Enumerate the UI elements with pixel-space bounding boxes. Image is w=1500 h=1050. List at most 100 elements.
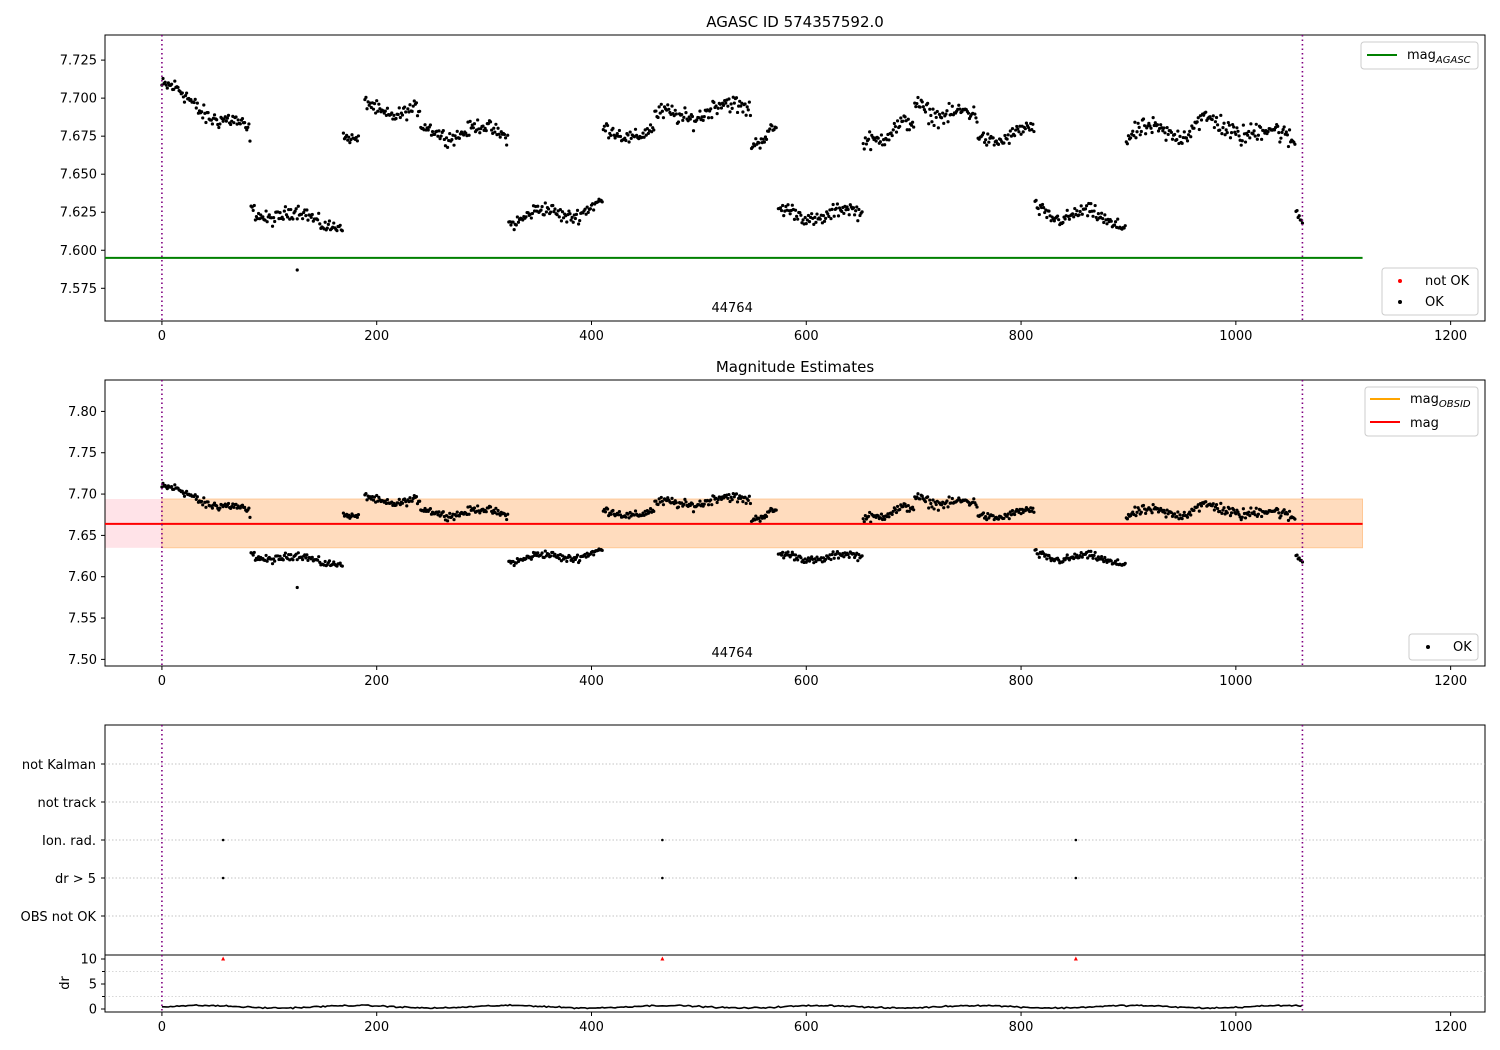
x-tick-label: 400 bbox=[579, 329, 604, 344]
y-tick-label: 7.700 bbox=[60, 92, 97, 107]
ok-point bbox=[1109, 559, 1113, 563]
ok-point bbox=[923, 500, 928, 504]
ok-point bbox=[305, 208, 309, 212]
ok-point bbox=[1204, 110, 1208, 114]
ok-point bbox=[721, 103, 726, 107]
ok-point bbox=[926, 101, 930, 105]
ok-point bbox=[173, 483, 177, 487]
ok-point bbox=[660, 109, 664, 113]
x-tick-label: 800 bbox=[1009, 329, 1034, 344]
ok-point bbox=[586, 210, 590, 214]
ok-point bbox=[972, 497, 976, 501]
ok-point bbox=[248, 515, 252, 520]
ok-point bbox=[404, 110, 408, 114]
ok-point bbox=[1047, 553, 1051, 558]
ok-point bbox=[1036, 552, 1040, 556]
ok-point bbox=[484, 510, 488, 514]
ok-point bbox=[891, 509, 895, 513]
ok-point bbox=[893, 507, 898, 512]
ok-point bbox=[265, 559, 269, 563]
ok-point bbox=[645, 127, 649, 131]
ok-point bbox=[183, 94, 188, 98]
ok-point bbox=[652, 509, 656, 513]
ok-point bbox=[346, 138, 350, 142]
ok-point bbox=[201, 116, 205, 120]
ok-point bbox=[289, 207, 293, 212]
ok-point bbox=[577, 222, 581, 226]
ok-point bbox=[764, 137, 769, 142]
ok-point bbox=[173, 79, 177, 83]
ok-point bbox=[763, 135, 768, 139]
ok-point bbox=[879, 133, 884, 137]
ok-point bbox=[511, 220, 515, 224]
ok-point bbox=[1021, 130, 1025, 134]
ok-point bbox=[1231, 123, 1235, 127]
panel4-x-axis: 0 200 400 600 800 1000 1200 bbox=[158, 1012, 1467, 1035]
ok-point bbox=[1253, 134, 1257, 138]
ok-point bbox=[729, 495, 733, 499]
ok-point bbox=[529, 216, 533, 220]
ok-point bbox=[369, 105, 373, 110]
ok-point bbox=[829, 217, 833, 221]
ok-point bbox=[578, 558, 582, 563]
ok-point bbox=[530, 211, 535, 216]
ok-point bbox=[571, 559, 575, 564]
ok-point bbox=[973, 112, 977, 116]
ok-point bbox=[283, 205, 288, 209]
ok-point bbox=[1045, 215, 1049, 220]
ok-point bbox=[165, 86, 169, 90]
ok-point bbox=[1141, 503, 1146, 508]
ok-point bbox=[264, 553, 268, 558]
ok-point bbox=[818, 217, 822, 221]
ok-point bbox=[920, 494, 924, 498]
panel2-obsid-label: 44764 bbox=[711, 646, 752, 661]
ok-point bbox=[996, 517, 1001, 521]
ok-point bbox=[991, 136, 995, 140]
ok-point bbox=[748, 113, 753, 118]
ok-point bbox=[735, 500, 740, 504]
ok-point bbox=[455, 510, 459, 514]
ok-point bbox=[868, 130, 872, 134]
x-tick-label: 0 bbox=[158, 674, 166, 689]
ok-point bbox=[1156, 129, 1161, 133]
ok-point bbox=[1248, 514, 1252, 518]
ok-point bbox=[1079, 204, 1083, 208]
ok-point bbox=[853, 213, 857, 217]
ok-point bbox=[397, 106, 401, 110]
ok-point bbox=[813, 215, 817, 220]
ok-point bbox=[836, 214, 841, 218]
ok-point bbox=[164, 83, 168, 87]
ok-point bbox=[1279, 136, 1283, 140]
ok-point bbox=[468, 119, 472, 123]
ok-point bbox=[543, 201, 547, 205]
ok-point bbox=[727, 97, 731, 101]
ok-point bbox=[815, 555, 819, 559]
ok-point bbox=[365, 498, 369, 502]
ok-point bbox=[991, 514, 995, 518]
dr-panel: dr 0 5 10 0 200 400 600 800 1000 1200 bbox=[58, 953, 1486, 1035]
ok-point bbox=[462, 133, 466, 137]
ok-point bbox=[326, 222, 330, 227]
ok-point bbox=[761, 137, 765, 141]
ok-point bbox=[745, 105, 749, 109]
ok-point bbox=[1234, 132, 1238, 136]
ok-point bbox=[1228, 136, 1233, 140]
panel4-y-axis: 0 5 10 bbox=[80, 953, 105, 1018]
ok-point bbox=[1272, 128, 1277, 132]
ok-point bbox=[430, 129, 435, 134]
ok-point bbox=[406, 107, 410, 111]
ok-point bbox=[488, 505, 493, 509]
ok-point bbox=[942, 506, 946, 510]
ok-point bbox=[615, 131, 619, 136]
y-tick-label: 7.70 bbox=[68, 488, 97, 503]
ok-point bbox=[667, 107, 671, 111]
ok-point bbox=[1007, 141, 1011, 146]
ok-point bbox=[218, 122, 222, 126]
ok-point bbox=[410, 109, 414, 113]
y-tick-label: 10 bbox=[80, 953, 97, 968]
ok-point bbox=[1125, 142, 1129, 146]
ok-point bbox=[1101, 217, 1105, 221]
ok-point bbox=[1293, 517, 1297, 521]
ok-point bbox=[193, 493, 197, 497]
ok-point bbox=[212, 113, 217, 117]
